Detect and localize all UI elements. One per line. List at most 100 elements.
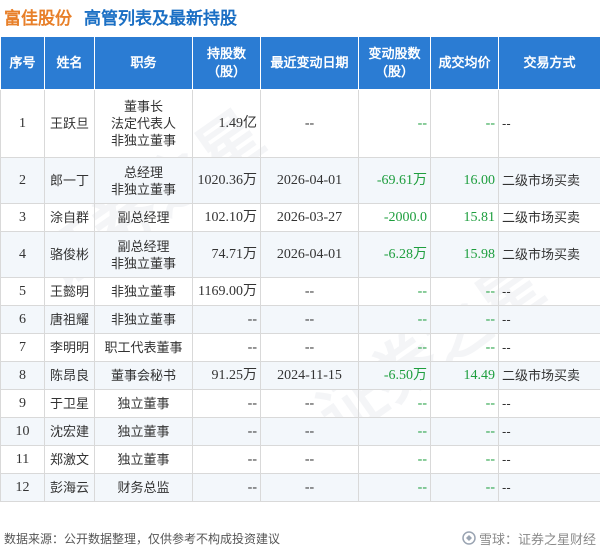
cell-change-date: -- (260, 333, 359, 362)
cell-trade-method: -- (498, 277, 600, 306)
table-title: 高管列表及最新持股 (84, 8, 237, 28)
cell-name: 涂自群 (44, 203, 95, 232)
role-line: 董事会秘书 (110, 368, 176, 383)
cell-shares: -- (192, 389, 261, 418)
cell-shares: 102.10万 (192, 203, 261, 232)
table-row: 7 李明明 职工代表董事 -- -- -- -- -- (0, 333, 600, 362)
cell-index: 10 (0, 417, 45, 446)
cell-index: 4 (0, 231, 45, 278)
executive-table: 序号 姓名 职务 持股数 （股） 最近变动日期 变动股数 （股） 成交均价 交易方式 1 王跃旦 董事… (0, 36, 600, 502)
col-method-header: 交易方式 (498, 36, 600, 90)
cell-trade-method: -- (498, 389, 600, 418)
cell-name: 唐祖耀 (44, 305, 95, 334)
table-row: 5 王懿明 非独立董事 1169.00万 -- -- -- -- (0, 277, 600, 306)
cell-change-date: -- (260, 389, 359, 418)
cell-index: 8 (0, 361, 45, 390)
role-line: 独立董事 (117, 396, 170, 411)
cell-role: 董事长 法定代表人 非独立董事 (94, 89, 193, 158)
col-no-header: 序号 (0, 36, 45, 90)
table-row: 12 彭海云 财务总监 -- -- -- -- -- (0, 473, 600, 502)
table-row: 8 陈昂良 董事会秘书 91.25万 2024-11-15 -6.50万 14.49 二级市场… (0, 361, 600, 390)
cell-role: 非独立董事 (94, 305, 193, 334)
cell-change-shares: -- (358, 305, 431, 334)
cell-index: 12 (0, 473, 45, 502)
cell-index: 5 (0, 277, 45, 306)
cell-change-shares: -6.28万 (358, 231, 431, 278)
role-line: 财务总监 (117, 480, 170, 495)
cell-name: 骆俊彬 (44, 231, 95, 278)
col-date-header: 最近变动日期 (260, 36, 359, 90)
cell-name: 沈宏建 (44, 417, 95, 446)
cell-change-date: 2026-03-27 (260, 203, 359, 232)
data-source-note: 数据来源：公开数据整理，仅供参考不构成投资建议 (4, 531, 281, 546)
role-line: 独立董事 (117, 452, 170, 467)
cell-trade-method: 二级市场买卖 (498, 231, 600, 278)
role-line: 非独立董事 (110, 133, 176, 148)
cell-change-shares: -6.50万 (358, 361, 431, 390)
cell-name: 王跃旦 (44, 89, 95, 158)
cell-name: 于卫星 (44, 389, 95, 418)
snowball-icon (462, 531, 476, 545)
cell-trade-method: 二级市场买卖 (498, 361, 600, 390)
cell-trade-method: -- (498, 473, 600, 502)
cell-trade-method: 二级市场买卖 (498, 203, 600, 232)
page-title: 富佳股份 高管列表及最新持股 (0, 0, 600, 32)
cell-trade-method: -- (498, 305, 600, 334)
cell-shares: 1169.00万 (192, 277, 261, 306)
company-name: 富佳股份 (4, 8, 72, 28)
cell-avg-price: -- (430, 89, 499, 158)
table-header-row: 序号 姓名 职务 持股数 （股） 最近变动日期 变动股数 （股） 成交均价 交易方式 (0, 36, 600, 90)
brand-label: 雪球：证券之星财经 (478, 531, 596, 547)
cell-avg-price: 15.98 (430, 231, 499, 278)
cell-shares: 74.71万 (192, 231, 261, 278)
table-row: 10 沈宏建 独立董事 -- -- -- -- -- (0, 417, 600, 446)
cell-index: 11 (0, 445, 45, 474)
col-role-header: 职务 (94, 36, 193, 90)
cell-trade-method: -- (498, 417, 600, 446)
cell-change-shares: -- (358, 473, 431, 502)
cell-avg-price: -- (430, 333, 499, 362)
cell-change-date: -- (260, 473, 359, 502)
col-name-header: 姓名 (44, 36, 95, 90)
cell-change-date: 2024-11-15 (260, 361, 359, 390)
role-line: 法定代表人 (110, 116, 176, 131)
cell-name: 王懿明 (44, 277, 95, 306)
cell-avg-price: 16.00 (430, 157, 499, 204)
cell-role: 董事会秘书 (94, 361, 193, 390)
cell-shares: 1020.36万 (192, 157, 261, 204)
cell-index: 3 (0, 203, 45, 232)
cell-shares: -- (192, 445, 261, 474)
table-row: 4 骆俊彬 副总经理 非独立董事 74.71万 2026-04-01 -6.28万 15.98… (0, 231, 600, 278)
cell-avg-price: -- (430, 305, 499, 334)
table-row: 1 王跃旦 董事长 法定代表人 非独立董事 1.49亿 -- -- -- -- (0, 89, 600, 158)
cell-name: 陈昂良 (44, 361, 95, 390)
cell-avg-price: 15.81 (430, 203, 499, 232)
table-row: 2 郎一丁 总经理 非独立董事 1020.36万 2026-04-01 -69.61万 16.… (0, 157, 600, 204)
cell-avg-price: -- (430, 473, 499, 502)
table-row: 9 于卫星 独立董事 -- -- -- -- -- (0, 389, 600, 418)
cell-trade-method: -- (498, 445, 600, 474)
cell-role: 副总经理 非独立董事 (94, 231, 193, 278)
table-row: 6 唐祖耀 非独立董事 -- -- -- -- -- (0, 305, 600, 334)
role-line: 职工代表董事 (104, 340, 183, 355)
cell-avg-price: -- (430, 445, 499, 474)
cell-trade-method: 二级市场买卖 (498, 157, 600, 204)
role-line: 副总经理 (117, 210, 170, 225)
cell-change-shares: -- (358, 417, 431, 446)
cell-change-date: -- (260, 277, 359, 306)
cell-shares: 91.25万 (192, 361, 261, 390)
cell-change-shares: -- (358, 445, 431, 474)
cell-change-shares: -- (358, 89, 431, 158)
cell-role: 职工代表董事 (94, 333, 193, 362)
col-shares-header: 持股数 （股） (192, 36, 261, 90)
cell-name: 李明明 (44, 333, 95, 362)
cell-role: 副总经理 (94, 203, 193, 232)
cell-shares: -- (192, 473, 261, 502)
cell-role: 独立董事 (94, 389, 193, 418)
cell-avg-price: -- (430, 389, 499, 418)
col-price-header: 成交均价 (430, 36, 499, 90)
cell-role: 财务总监 (94, 473, 193, 502)
cell-index: 7 (0, 333, 45, 362)
role-line: 独立董事 (117, 424, 170, 439)
cell-trade-method: -- (498, 89, 600, 158)
